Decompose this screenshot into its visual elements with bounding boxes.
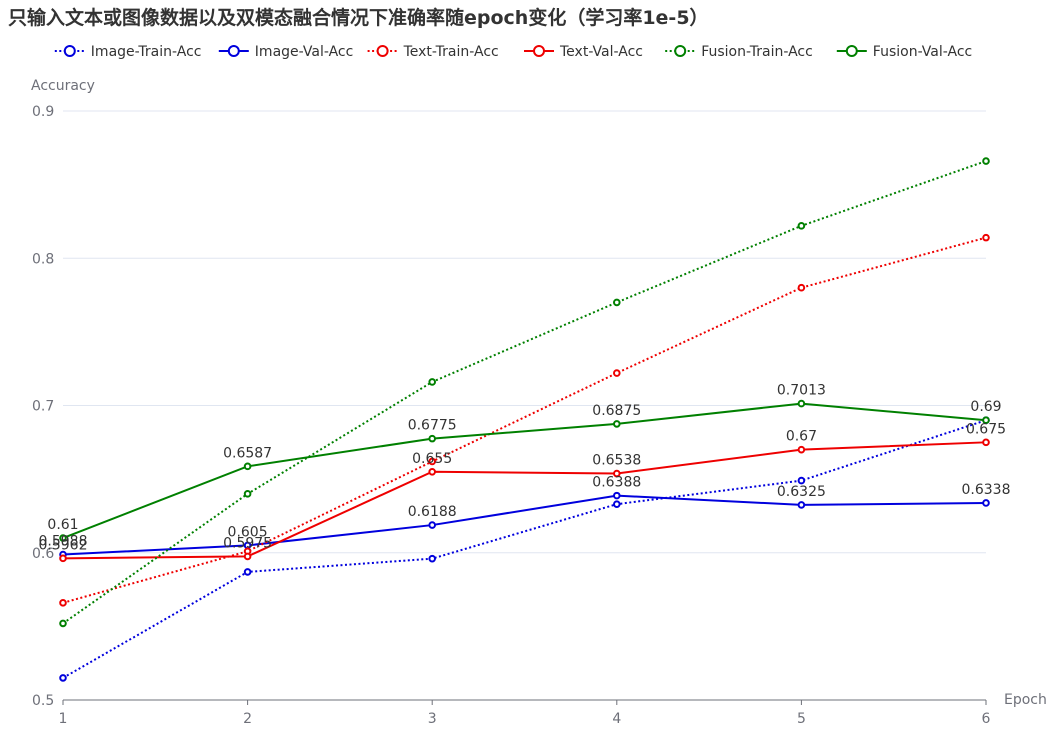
data-label: 0.675 xyxy=(966,421,1006,437)
data-label: 0.6587 xyxy=(223,445,272,461)
data-label: 0.6325 xyxy=(777,484,826,500)
x-axis-label: Epoch xyxy=(1004,692,1047,708)
series-line xyxy=(62,160,987,625)
legend-label: Image-Train-Acc xyxy=(91,44,202,60)
data-point xyxy=(982,233,990,242)
data-label: 0.5988 xyxy=(39,534,88,550)
data-label: 0.67 xyxy=(786,429,817,445)
series-fusion-train-acc xyxy=(59,157,990,628)
y-tick-label: 0.9 xyxy=(32,104,54,120)
data-label: 0.5962 xyxy=(39,537,88,553)
legend-label: Fusion-Train-Acc xyxy=(701,44,813,60)
data-point xyxy=(982,157,990,165)
series-fusion-val-acc xyxy=(59,399,990,542)
data-point xyxy=(59,534,67,542)
data-point xyxy=(613,298,621,307)
data-label: 0.6188 xyxy=(408,504,457,520)
data-point xyxy=(613,469,621,478)
axes: 0.5 0.6 0.7 0.8 0.9 1 2 3 4 5 6 Epoch Accuracy xyxy=(31,78,1047,727)
legend-label: Image-Val-Acc xyxy=(255,44,354,60)
legend-marker xyxy=(845,45,858,57)
data-point xyxy=(613,491,621,500)
x-tick-label: 2 xyxy=(243,711,252,727)
chart-title: 只输入文本或图像数据以及双模态融合情况下准确率随epoch变化（学习率1e-5） xyxy=(8,7,709,29)
series-line xyxy=(62,419,987,679)
data-label: 0.6538 xyxy=(592,453,641,469)
x-tick-label: 5 xyxy=(797,711,806,727)
data-point xyxy=(982,438,990,447)
data-point xyxy=(428,467,437,476)
data-label: 0.6338 xyxy=(962,482,1011,498)
legend-marker xyxy=(227,45,240,57)
legend-marker xyxy=(376,45,389,57)
data-label: 0.61 xyxy=(47,517,78,533)
series-layer xyxy=(59,157,990,682)
data-point xyxy=(428,434,437,443)
x-tick-label: 1 xyxy=(59,711,68,727)
legend-marker xyxy=(533,45,545,57)
y-axis-label: Accuracy xyxy=(31,78,95,94)
x-tick-label: 4 xyxy=(612,711,621,727)
legend-label: Text-Val-Acc xyxy=(559,44,643,60)
legend-item: Fusion-Train-Acc xyxy=(665,44,813,60)
y-tick-label: 0.7 xyxy=(32,399,54,415)
data-point xyxy=(797,222,806,230)
data-point xyxy=(243,490,252,498)
data-point xyxy=(613,369,621,377)
grid-lines xyxy=(63,110,986,554)
data-point xyxy=(982,499,990,507)
data-point xyxy=(797,445,806,454)
legend-item: Text-Train-Acc xyxy=(367,44,499,60)
data-point xyxy=(797,476,806,485)
data-point xyxy=(59,554,67,563)
data-point xyxy=(797,283,806,292)
data-label: 0.6775 xyxy=(408,418,457,434)
x-tick-label: 6 xyxy=(982,711,991,727)
legend: Image-Train-Acc Image-Val-Acc Text-Train-A… xyxy=(54,44,972,60)
legend-label: Fusion-Val-Acc xyxy=(873,44,972,60)
data-label: 0.605 xyxy=(228,524,268,540)
data-point xyxy=(243,552,252,561)
y-tick-label: 0.6 xyxy=(32,546,54,562)
data-label: 0.6875 xyxy=(592,403,641,419)
data-point xyxy=(613,420,621,428)
data-point xyxy=(428,378,437,386)
series-line xyxy=(62,402,987,539)
y-tick-label: 0.5 xyxy=(32,693,54,709)
y-tick-label: 0.8 xyxy=(32,251,54,267)
data-point xyxy=(243,568,252,576)
data-point xyxy=(428,554,437,563)
data-point xyxy=(428,457,437,466)
series-text-val-acc xyxy=(59,438,990,563)
legend-item: Image-Train-Acc xyxy=(54,44,202,60)
data-point xyxy=(613,500,621,508)
x-tick-label: 3 xyxy=(428,711,437,727)
data-point xyxy=(59,619,67,628)
legend-marker xyxy=(63,45,76,57)
series-line xyxy=(62,494,987,556)
legend-label: Text-Train-Acc xyxy=(403,44,499,60)
data-label: 0.5975 xyxy=(223,535,272,551)
data-label: 0.69 xyxy=(970,399,1001,415)
data-label: 0.6388 xyxy=(592,475,641,491)
data-point xyxy=(243,462,252,471)
data-point xyxy=(428,521,437,529)
data-point xyxy=(59,674,67,682)
data-point xyxy=(797,399,806,408)
legend-item: Image-Val-Acc xyxy=(218,44,354,60)
data-point xyxy=(982,416,990,425)
data-label: 0.655 xyxy=(412,451,452,467)
data-point xyxy=(59,599,67,607)
data-label: 0.7013 xyxy=(777,383,826,399)
legend-item: Text-Val-Acc xyxy=(524,44,643,60)
series-text-train-acc xyxy=(59,233,990,607)
series-line xyxy=(62,441,987,560)
data-labels: 0.5988 0.605 0.6188 0.6388 0.6325 0.6338 0.596… xyxy=(39,383,1011,554)
series-image-val-acc xyxy=(59,491,990,559)
series-image-train-acc xyxy=(59,416,990,682)
data-point xyxy=(797,501,806,509)
legend-marker xyxy=(674,45,687,57)
legend-item: Fusion-Val-Acc xyxy=(836,44,972,60)
